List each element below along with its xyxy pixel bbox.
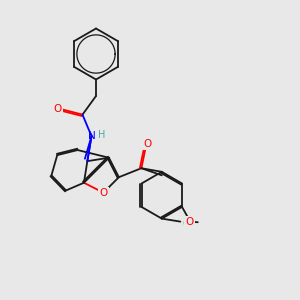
Text: Cl: Cl (183, 219, 193, 229)
Text: H: H (98, 130, 106, 140)
Text: O: O (143, 139, 151, 149)
Text: O: O (185, 217, 194, 226)
Text: O: O (54, 104, 62, 114)
Text: O: O (99, 188, 107, 198)
Text: N: N (88, 131, 95, 141)
